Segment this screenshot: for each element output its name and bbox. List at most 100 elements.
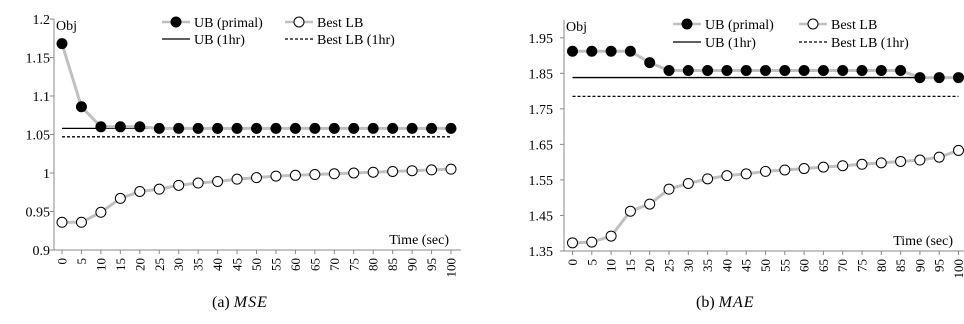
ub-primal-point	[721, 64, 733, 76]
y-tick-label: 1.75	[529, 103, 554, 118]
x-tick-label: 25	[152, 258, 167, 271]
best-lb-point	[56, 216, 68, 228]
x-tick-label: 55	[777, 259, 792, 272]
caption-b: (b) MAE	[696, 294, 755, 312]
y-axis-label: Obj	[56, 19, 77, 34]
x-tick-label: 30	[171, 258, 186, 271]
best-lb-point	[721, 170, 733, 182]
caption-a-name: MSE	[233, 294, 268, 311]
ub-primal-point	[875, 64, 887, 76]
x-tick-label: 20	[642, 259, 657, 272]
best-lb-point	[95, 206, 107, 218]
best-lb-point	[644, 198, 656, 210]
ub-primal-point	[192, 122, 204, 134]
legend-marker-ub-primal	[170, 16, 182, 28]
best-lb-point	[605, 230, 617, 242]
ub-primal-point	[856, 64, 868, 76]
ub-primal-point	[406, 122, 418, 134]
ub-primal-point	[933, 72, 945, 84]
ub-primal-point	[644, 57, 656, 69]
ub-primal-point	[387, 122, 399, 134]
x-tick-label: 10	[604, 259, 619, 272]
x-tick-label: 75	[855, 259, 870, 272]
ub-primal-point	[173, 122, 185, 134]
best-lb-point	[212, 175, 224, 187]
x-tick-label: 90	[405, 258, 420, 271]
chart-mae: 1.35 1.45 1.55 1.65 1.75 1.85 1.95 0 5 10 15 20 25 30…	[529, 18, 964, 279]
ub-primal-point	[426, 122, 438, 134]
legend-marker-best-lb	[807, 18, 819, 30]
ub-primal-point	[348, 122, 360, 134]
x-tick-label: 15	[113, 258, 128, 271]
x-tick-label: 95	[932, 259, 947, 272]
y-tick-label: 1.05	[26, 129, 51, 144]
x-tick-label: 65	[816, 259, 831, 272]
ub-primal-point	[953, 72, 964, 84]
best-lb-point	[798, 163, 810, 175]
best-lb-point	[933, 151, 945, 163]
best-lb-point	[740, 168, 752, 180]
best-lb-point	[348, 167, 360, 179]
best-lb-point	[173, 179, 185, 191]
ub-primal-point	[567, 45, 578, 57]
legend: UB (primal) Best LB UB (1hr) Best LB (1hr)	[673, 18, 909, 51]
caption-a: (a) MSE	[212, 294, 268, 312]
ub-primal-point	[914, 72, 926, 84]
ub-primal-point	[153, 122, 165, 134]
ub-primal-point	[231, 122, 243, 134]
best-lb-point	[624, 205, 636, 217]
ub-primal-point	[212, 122, 224, 134]
chart-mse: 0.9 0.95 1 1.05 1.1 1.15 1.2 0 5 10 15 20 25 30 35 40 45…	[26, 13, 461, 278]
x-tick-label: 100	[444, 258, 459, 278]
best-lb-point	[567, 237, 578, 249]
x-tick-label: 60	[797, 259, 812, 272]
x-tick-label: 75	[346, 258, 361, 271]
x-tick-label: 30	[681, 259, 696, 272]
x-tick-label: 25	[662, 259, 677, 272]
legend-label-ub-primal: UB (primal)	[705, 18, 774, 33]
x-tick-label: 65	[307, 258, 322, 271]
best-lb-point	[309, 169, 321, 181]
ub-primal-point	[682, 64, 694, 76]
legend-label-best-lb-1hr: Best LB (1hr)	[317, 33, 395, 48]
legend-marker-ub-primal	[681, 18, 693, 30]
x-tick-label: 55	[268, 258, 283, 271]
best-lb-point	[75, 216, 87, 228]
x-tick-label: 70	[327, 258, 342, 271]
legend-label-ub-1hr: UB (1hr)	[705, 36, 756, 51]
x-tick-label: 50	[758, 259, 773, 272]
x-tick-label: 45	[230, 258, 245, 271]
best-lb-point	[702, 173, 714, 185]
x-tick-label: 35	[191, 258, 206, 271]
best-lb-point	[231, 173, 243, 185]
ub-primal-point	[817, 64, 829, 76]
best-lb-point	[586, 236, 598, 248]
y-tick-label: 1.45	[529, 209, 554, 224]
x-axis-label: Time (sec)	[893, 234, 953, 249]
best-lb-point	[387, 165, 399, 177]
ub-primal-point	[586, 45, 598, 57]
best-lb-point	[663, 183, 675, 195]
ub-primal-point	[75, 101, 87, 113]
best-lb-point	[779, 164, 791, 176]
x-tick-label: 5	[584, 259, 599, 266]
best-lb-point	[192, 177, 204, 189]
x-tick-label: 70	[835, 259, 850, 272]
best-lb-point	[817, 161, 829, 173]
x-axis-label: Time (sec)	[389, 233, 449, 248]
best-lb-point	[682, 177, 694, 189]
y-tick-label: 1	[43, 167, 50, 182]
x-tick-label: 100	[951, 259, 964, 279]
ub-primal-point	[134, 121, 146, 133]
ub-primal-point	[779, 64, 791, 76]
y-tick-label: 1.65	[529, 138, 554, 153]
ub-primal-point	[270, 122, 282, 134]
ub-primal-line	[60, 43, 451, 130]
ub-primal-point	[740, 64, 752, 76]
x-tick-label: 10	[93, 258, 108, 271]
best-lb-point	[426, 164, 438, 176]
legend: UB (primal) Best LB UB (1hr) Best LB (1hr)	[162, 16, 395, 48]
ub-primal-point	[56, 38, 68, 50]
best-lb-point	[953, 144, 964, 156]
legend-label-best-lb-1hr: Best LB (1hr)	[831, 36, 909, 51]
